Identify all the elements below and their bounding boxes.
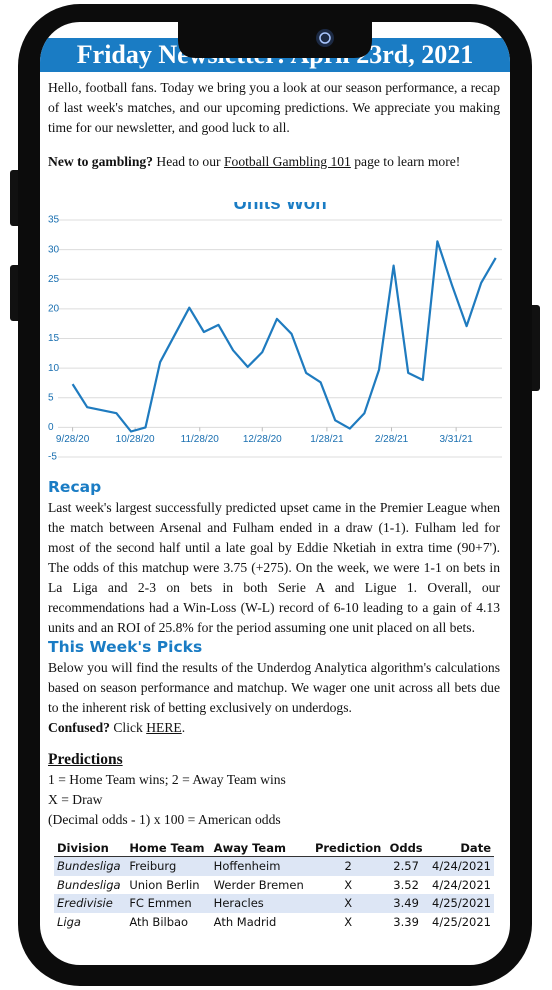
table-cell: Bundesliga xyxy=(57,877,121,892)
table-cell: 4/25/2021 xyxy=(426,894,494,913)
table-cell: 3.39 xyxy=(393,914,419,929)
table-cell: Eredivisie xyxy=(54,894,127,913)
predictions-table: Division Home Team Away Team Prediction Odds… xyxy=(54,840,494,931)
table-row: Bundesliga Union Berlin Werder Bremen X 3.52… xyxy=(54,876,494,895)
picks: Below you will find the results of the U… xyxy=(48,658,500,738)
column-header: Date xyxy=(426,840,494,857)
table-cell: 2.57 xyxy=(385,856,427,876)
table-row: Liga Ath Bilbao Ath Madrid X 3.39 4/25/2021 xyxy=(54,913,494,932)
y-tick-label: -5 xyxy=(48,452,57,463)
screen: Friday Newsletter: April 23rd, 2021 Hell… xyxy=(40,22,510,965)
table-header: Division Home Team Away Team Prediction Odds… xyxy=(54,840,494,857)
table-cell: 4/25/2021 xyxy=(432,914,491,929)
chart-title: Units Won xyxy=(233,202,327,214)
cta-bold: New to gambling? xyxy=(48,154,153,169)
y-tick-label: 10 xyxy=(48,363,60,374)
table-cell: 3.49 xyxy=(385,894,427,913)
x-tick-label: 9/28/20 xyxy=(56,434,90,445)
here-link[interactable]: HERE xyxy=(146,720,182,735)
column-header: Division xyxy=(54,840,127,857)
cta: New to gambling? Head to our Football Ga… xyxy=(48,152,500,172)
cta-text: page to learn more! xyxy=(350,154,461,169)
predictions-heading: Predictions xyxy=(48,750,123,770)
table-cell: Ath Bilbao xyxy=(129,914,189,929)
prediction-note: (Decimal odds - 1) x 100 = American odds xyxy=(48,812,281,827)
intro: Hello, football fans. Today we bring you… xyxy=(48,78,500,138)
column-header: Prediction xyxy=(310,840,386,857)
table-cell: Freiburg xyxy=(126,856,211,876)
table-body: Bundesliga Freiburg Hoffenheim 2 2.57 4/24/20… xyxy=(54,856,494,932)
picks-text: Below you will find the results of the U… xyxy=(48,660,500,715)
x-tick-label: 11/28/20 xyxy=(181,434,220,445)
x-tick-label: 12/28/20 xyxy=(243,434,282,445)
table-cell: 4/24/2021 xyxy=(432,877,491,892)
table-cell: Heracles xyxy=(210,894,311,913)
intro-text: Hello, football fans. Today we bring you… xyxy=(48,80,500,135)
table-cell: 4/24/2021 xyxy=(426,856,494,876)
x-tick-label: 10/28/20 xyxy=(116,434,155,445)
x-tick-label: 1/28/21 xyxy=(310,434,344,445)
predictions-heading-text: Predictions xyxy=(48,751,123,768)
table-cell: Ath Madrid xyxy=(213,914,277,929)
cta-link[interactable]: Football Gambling 101 xyxy=(223,154,351,169)
table-row: Eredivisie FC Emmen Heracles X 3.49 4/25/2021 xyxy=(54,894,494,913)
x-tick-label: 2/28/21 xyxy=(375,434,409,445)
table-cell: X xyxy=(344,877,353,892)
confused-bold: Confused? xyxy=(48,720,110,735)
y-tick-label: 5 xyxy=(48,392,54,403)
y-tick-label: 25 xyxy=(48,274,60,285)
table-row: Bundesliga Freiburg Hoffenheim 2 2.57 4/24/20… xyxy=(54,856,494,876)
cta-text: Head to our xyxy=(152,154,224,169)
column-header: Away Team xyxy=(210,840,311,857)
table-cell: Hoffenheim xyxy=(210,856,311,876)
column-header: Home Team xyxy=(126,840,211,857)
table-cell: X xyxy=(344,914,353,929)
chart: Units Won -5 0 5 10 15 20 25 30 35 9/28/20 10/28/2… xyxy=(48,202,502,463)
table-cell: FC Emmen xyxy=(126,894,211,913)
table-cell: 3.52 xyxy=(393,877,419,892)
prediction-note: X = Draw xyxy=(48,792,103,807)
period: . xyxy=(181,720,186,735)
y-tick-label: 30 xyxy=(48,244,60,255)
prediction-notes: 1 = Home Team wins; 2 = Away Team wins X … xyxy=(48,770,500,830)
table-cell: 2 xyxy=(310,856,386,876)
y-tick-label: 20 xyxy=(48,304,60,315)
picks-heading: This Week's Picks xyxy=(48,638,203,656)
recap-heading: Recap xyxy=(48,478,102,496)
newsletter-title: Friday Newsletter: April 23rd, 2021 xyxy=(40,38,510,72)
y-tick-label: 15 xyxy=(48,333,60,344)
y-tick-label: 0 xyxy=(48,422,54,433)
table-cell: Werder Bremen xyxy=(213,877,304,892)
table-cell: Union Berlin xyxy=(129,877,200,892)
column-header: Odds xyxy=(385,840,427,857)
prediction-note: 1 = Home Team wins; 2 = Away Team wins xyxy=(48,772,286,787)
click-text: Click xyxy=(109,720,147,735)
data-line xyxy=(71,240,497,433)
recap-text: Last week's largest successfully predict… xyxy=(48,500,500,635)
x-tick-label: 3/31/21 xyxy=(439,434,473,445)
table-cell: Bundesliga xyxy=(54,856,127,876)
table-cell: X xyxy=(310,894,386,913)
table-cell: Liga xyxy=(57,914,81,929)
y-tick-label: 35 xyxy=(48,215,60,226)
